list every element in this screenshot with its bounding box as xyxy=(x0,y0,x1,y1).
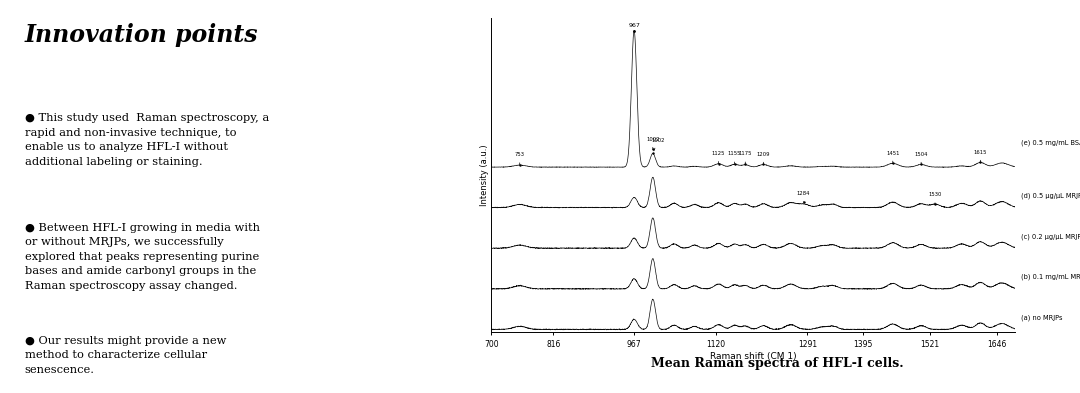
Text: 967: 967 xyxy=(629,23,640,28)
Text: ● Between HFL-I growing in media with
or without MRJPs, we successfully
explored: ● Between HFL-I growing in media with or… xyxy=(25,223,259,290)
Text: ● Our results might provide a new
method to characterize cellular
senescence.: ● Our results might provide a new method… xyxy=(25,336,226,375)
Text: 1504: 1504 xyxy=(915,152,928,164)
Text: (d) 0.5 μg/μL MRJPs: (d) 0.5 μg/μL MRJPs xyxy=(1021,193,1080,199)
Text: (e) 0.5 mg/mL BSA: (e) 0.5 mg/mL BSA xyxy=(1021,140,1080,146)
Text: 1284: 1284 xyxy=(797,191,810,202)
Text: 1209: 1209 xyxy=(757,152,770,164)
Y-axis label: Intensity (a.u.): Intensity (a.u.) xyxy=(480,144,488,206)
Text: (c) 0.2 μg/μL MRJPs: (c) 0.2 μg/μL MRJPs xyxy=(1021,233,1080,240)
Text: 1002: 1002 xyxy=(646,137,660,149)
Text: ● This study used  Raman spectroscopy, a
rapid and non-invasive technique, to
en: ● This study used Raman spectroscopy, a … xyxy=(25,114,269,167)
Text: 1125: 1125 xyxy=(712,151,726,163)
Text: 1530: 1530 xyxy=(929,192,942,204)
Text: Innovation points: Innovation points xyxy=(25,23,258,47)
Text: Mean Raman spectra of HFL-I cells.: Mean Raman spectra of HFL-I cells. xyxy=(651,356,904,370)
Text: 1451: 1451 xyxy=(886,151,900,163)
Text: 1002: 1002 xyxy=(651,138,665,151)
Text: 1175: 1175 xyxy=(739,151,752,164)
Text: 753: 753 xyxy=(515,152,525,165)
Text: (b) 0.1 mg/mL MRJPs: (b) 0.1 mg/mL MRJPs xyxy=(1021,274,1080,280)
X-axis label: Raman shift (CM 1): Raman shift (CM 1) xyxy=(710,352,797,361)
Text: 1155: 1155 xyxy=(728,151,741,164)
Text: 1615: 1615 xyxy=(974,150,987,162)
Text: (a) no MRJPs: (a) no MRJPs xyxy=(1021,314,1062,321)
